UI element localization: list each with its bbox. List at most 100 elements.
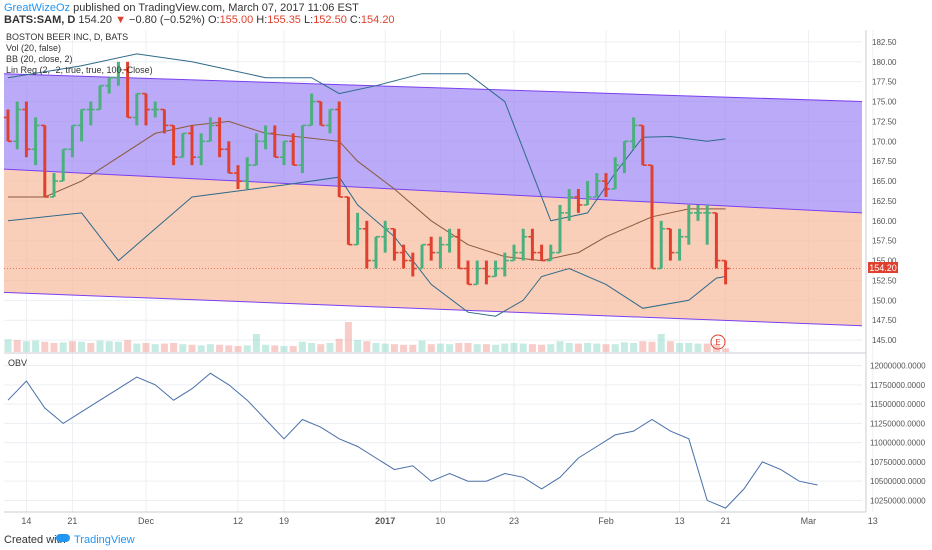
ohlc-bar bbox=[132, 92, 141, 126]
volume-bar bbox=[611, 344, 619, 352]
volume-bar bbox=[317, 344, 325, 352]
ohlc-bar bbox=[289, 133, 298, 166]
ohlc-bar bbox=[611, 157, 620, 190]
tradingview-cloud-icon bbox=[56, 534, 70, 542]
volume-bar bbox=[179, 344, 187, 352]
volume-bar bbox=[676, 343, 684, 352]
x-tick-label: Dec bbox=[138, 516, 155, 526]
ohlc-bar bbox=[648, 164, 656, 270]
volume-bar bbox=[409, 344, 417, 352]
volume-bar bbox=[648, 341, 656, 352]
x-tick-label: 13 bbox=[675, 516, 685, 526]
volume-bar bbox=[519, 343, 527, 352]
axes: 14 21 Dec 12 19 2017 10 23 Feb 13 21 Mar 13 145.00 147… bbox=[4, 30, 926, 526]
legend-vol[interactable]: Vol (20, false) bbox=[6, 43, 61, 53]
ohlc-bar bbox=[537, 244, 546, 262]
chart-canvas[interactable]: 14 21 Dec 12 19 2017 10 23 Feb 13 21 Mar 13 145.00 147… bbox=[0, 0, 932, 530]
legend-bb[interactable]: BB (20, close, 2) bbox=[6, 54, 73, 64]
ohlc-bar bbox=[399, 244, 408, 269]
ohlc-bar bbox=[427, 236, 436, 261]
volume-bar bbox=[133, 343, 141, 352]
ohlc-bar bbox=[445, 228, 454, 253]
ohlc-bar bbox=[224, 141, 233, 174]
author-link[interactable]: GreatWizeOz bbox=[4, 2, 71, 14]
ohlc-bar bbox=[565, 189, 574, 221]
volume-bar bbox=[446, 344, 454, 352]
ohlc-bar bbox=[684, 204, 693, 245]
ohlc-bar bbox=[123, 61, 132, 119]
y-tick-label: 160.00 bbox=[872, 217, 897, 226]
ohlc-bar bbox=[510, 244, 518, 262]
volume-bar bbox=[528, 344, 536, 352]
ohlc-bar bbox=[96, 84, 104, 111]
ohlc-bar bbox=[592, 173, 601, 198]
ohlc-bar bbox=[362, 220, 371, 269]
ohlc-bar bbox=[675, 228, 684, 261]
ohlc-bar bbox=[381, 220, 390, 253]
footer: Created with TradingView bbox=[0, 530, 932, 550]
y-tick-label: 157.50 bbox=[872, 237, 897, 246]
ohlc-bar bbox=[482, 260, 491, 285]
volume-bar bbox=[464, 343, 472, 352]
x-tick-label: 19 bbox=[279, 516, 289, 526]
volume-bar bbox=[197, 345, 205, 352]
ohlc-bar bbox=[234, 165, 242, 190]
volume-bar bbox=[59, 342, 67, 352]
x-tick-label: 21 bbox=[721, 516, 731, 526]
ohlc-bar bbox=[114, 61, 123, 86]
ohlc-bar bbox=[77, 108, 86, 142]
low-label: L: bbox=[304, 14, 314, 26]
published-text: published on TradingView.com, March 07, … bbox=[70, 2, 359, 14]
obv-tick-label: 11250000.0000 bbox=[870, 419, 926, 428]
volume-bar bbox=[68, 341, 76, 352]
ohlc-bar bbox=[666, 227, 675, 261]
volume-bar bbox=[602, 344, 610, 352]
ohlc-bar bbox=[491, 260, 500, 278]
volume-bar bbox=[363, 341, 371, 352]
earnings-marker[interactable]: E bbox=[710, 334, 726, 350]
volume-bar bbox=[390, 344, 398, 352]
volume-bar bbox=[620, 342, 628, 352]
volume-bar bbox=[4, 339, 12, 352]
ohlc-bar bbox=[712, 212, 721, 269]
channel-upper-line bbox=[3, 73, 863, 103]
publish-line: GreatWizeOz published on TradingView.com… bbox=[4, 2, 359, 14]
volume-bar bbox=[574, 343, 582, 352]
channel-upper-band bbox=[4, 73, 862, 213]
ohlc-bar bbox=[68, 124, 77, 158]
channel-middle-line bbox=[3, 168, 863, 214]
ohlc-bar bbox=[344, 196, 353, 246]
ohlc-bar bbox=[629, 117, 638, 150]
ohlc-bar bbox=[261, 125, 270, 150]
ohlc-bar bbox=[519, 228, 528, 261]
ohlc-bar bbox=[574, 189, 583, 213]
ohlc-bar bbox=[86, 101, 95, 126]
high-label: H: bbox=[256, 14, 268, 26]
tradingview-brand-link[interactable]: TradingView bbox=[74, 534, 135, 546]
volume-bar bbox=[482, 344, 490, 352]
volume-bar bbox=[510, 343, 518, 352]
ohlc-bar bbox=[105, 76, 114, 94]
channel-lower-band bbox=[4, 169, 862, 326]
ohlc-bar bbox=[454, 228, 463, 270]
volume-bar bbox=[96, 340, 104, 352]
ohlc-bar bbox=[215, 117, 224, 158]
y-tick-label: 167.50 bbox=[872, 157, 897, 166]
open-value: 155.00 bbox=[219, 14, 254, 26]
volume-bar bbox=[243, 345, 251, 352]
x-tick-label: 13 bbox=[868, 516, 878, 526]
volume-bar bbox=[501, 343, 509, 352]
ohlc-bar bbox=[620, 140, 629, 174]
y-tick-label: 147.50 bbox=[872, 316, 897, 325]
low-value: 152.50 bbox=[313, 14, 347, 26]
ohlc-bar bbox=[602, 173, 610, 197]
volume-bar bbox=[13, 340, 21, 352]
volume-bar bbox=[630, 343, 638, 352]
volume-bar bbox=[584, 343, 592, 352]
x-tick-label: Feb bbox=[598, 516, 614, 526]
legend-linreg[interactable]: Lin Reg (2, -2, true, true, 100, Close) bbox=[6, 65, 153, 75]
ohlc-bar bbox=[436, 236, 445, 269]
x-tick-label: 12 bbox=[233, 516, 243, 526]
x-tick-label: 14 bbox=[21, 516, 31, 526]
ohlc-bar bbox=[528, 228, 537, 261]
